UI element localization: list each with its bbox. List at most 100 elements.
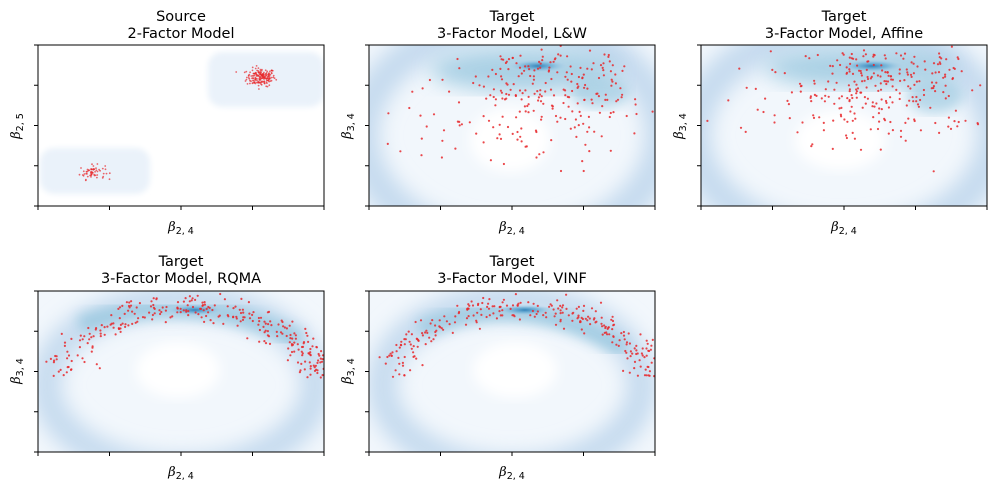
- data-point: [579, 66, 582, 69]
- data-point: [635, 344, 638, 347]
- data-point: [124, 323, 127, 326]
- data-point: [589, 323, 592, 326]
- data-point: [604, 93, 607, 96]
- data-point: [880, 64, 883, 67]
- data-point: [100, 324, 103, 327]
- data-point: [507, 58, 511, 61]
- data-point: [906, 71, 909, 74]
- data-point: [187, 314, 190, 317]
- data-point: [506, 125, 510, 129]
- data-point: [327, 363, 329, 365]
- data-point: [651, 338, 654, 341]
- data-point: [856, 64, 859, 67]
- data-point: [211, 308, 214, 312]
- data-point: [143, 316, 146, 319]
- data-point: [479, 308, 482, 311]
- data-point: [130, 300, 133, 303]
- data-point: [121, 322, 124, 325]
- data-point: [252, 79, 254, 82]
- data-point: [94, 170, 96, 173]
- data-point: [542, 102, 545, 105]
- data-point: [151, 313, 154, 317]
- data-point: [663, 86, 665, 88]
- data-point: [533, 315, 536, 318]
- data-point: [487, 302, 490, 305]
- data-point: [810, 145, 813, 148]
- data-point: [866, 75, 869, 79]
- data-point: [448, 90, 451, 93]
- data-point: [773, 121, 776, 124]
- data-point: [727, 99, 730, 102]
- data-point: [512, 83, 515, 86]
- data-point: [881, 69, 884, 72]
- data-point: [611, 341, 614, 344]
- data-point: [501, 301, 504, 304]
- data-point: [273, 77, 276, 80]
- data-point: [332, 365, 334, 367]
- data-point: [550, 104, 554, 107]
- data-point: [655, 369, 657, 371]
- data-point: [309, 351, 312, 354]
- data-point: [567, 105, 570, 108]
- data-point: [566, 78, 569, 81]
- data-point: [478, 327, 481, 330]
- data-point: [829, 64, 832, 67]
- data-point: [514, 94, 518, 98]
- data-point: [90, 176, 92, 178]
- data-point: [209, 319, 212, 322]
- data-point: [516, 304, 519, 307]
- data-point: [252, 311, 255, 314]
- data-point: [486, 305, 489, 308]
- data-point: [919, 98, 922, 102]
- data-point: [527, 95, 530, 98]
- data-point: [245, 70, 248, 73]
- data-point: [489, 159, 492, 162]
- data-point: [509, 88, 512, 91]
- data-point: [907, 117, 910, 120]
- data-point: [944, 73, 947, 76]
- data-point: [416, 338, 419, 341]
- data-point: [294, 334, 297, 337]
- data-point: [114, 333, 117, 336]
- x-axis-symbol: β: [498, 465, 507, 480]
- x-axis-subscript: 2, 4: [839, 226, 857, 237]
- data-point: [456, 57, 459, 61]
- data-point: [401, 364, 405, 367]
- data-point: [576, 86, 579, 89]
- data-point: [99, 335, 102, 338]
- data-point: [629, 355, 632, 358]
- data-point: [246, 76, 248, 79]
- data-point: [90, 336, 93, 339]
- data-point: [636, 374, 640, 377]
- data-point: [878, 107, 881, 110]
- data-point: [879, 82, 882, 85]
- data-point: [887, 132, 890, 135]
- data-point: [256, 69, 258, 72]
- data-point: [398, 362, 401, 365]
- data-point: [500, 78, 504, 81]
- data-point: [520, 140, 523, 143]
- data-point: [465, 317, 469, 320]
- data-point: [251, 319, 254, 323]
- data-point: [853, 80, 856, 83]
- data-point: [290, 350, 294, 354]
- data-point: [906, 73, 910, 76]
- data-point: [562, 327, 566, 330]
- data-point: [861, 80, 864, 83]
- data-point: [839, 113, 843, 116]
- data-point: [622, 334, 626, 337]
- data-point: [150, 300, 153, 303]
- data-point: [625, 351, 628, 354]
- data-point: [419, 114, 422, 117]
- data-point: [833, 88, 836, 91]
- data-point: [940, 57, 943, 60]
- data-point: [536, 90, 539, 93]
- data-point: [501, 115, 504, 118]
- data-point: [545, 316, 548, 319]
- data-point: [98, 168, 100, 171]
- data-point: [645, 354, 648, 357]
- data-point: [822, 121, 825, 124]
- data-point: [263, 340, 266, 343]
- data-point: [203, 301, 206, 304]
- data-point: [577, 316, 580, 319]
